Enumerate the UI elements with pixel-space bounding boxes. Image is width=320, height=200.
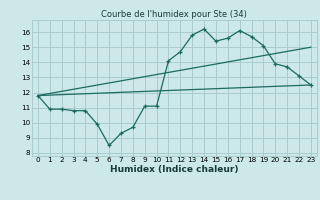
Title: Courbe de l'humidex pour Ste (34): Courbe de l'humidex pour Ste (34) <box>101 10 247 19</box>
X-axis label: Humidex (Indice chaleur): Humidex (Indice chaleur) <box>110 165 239 174</box>
